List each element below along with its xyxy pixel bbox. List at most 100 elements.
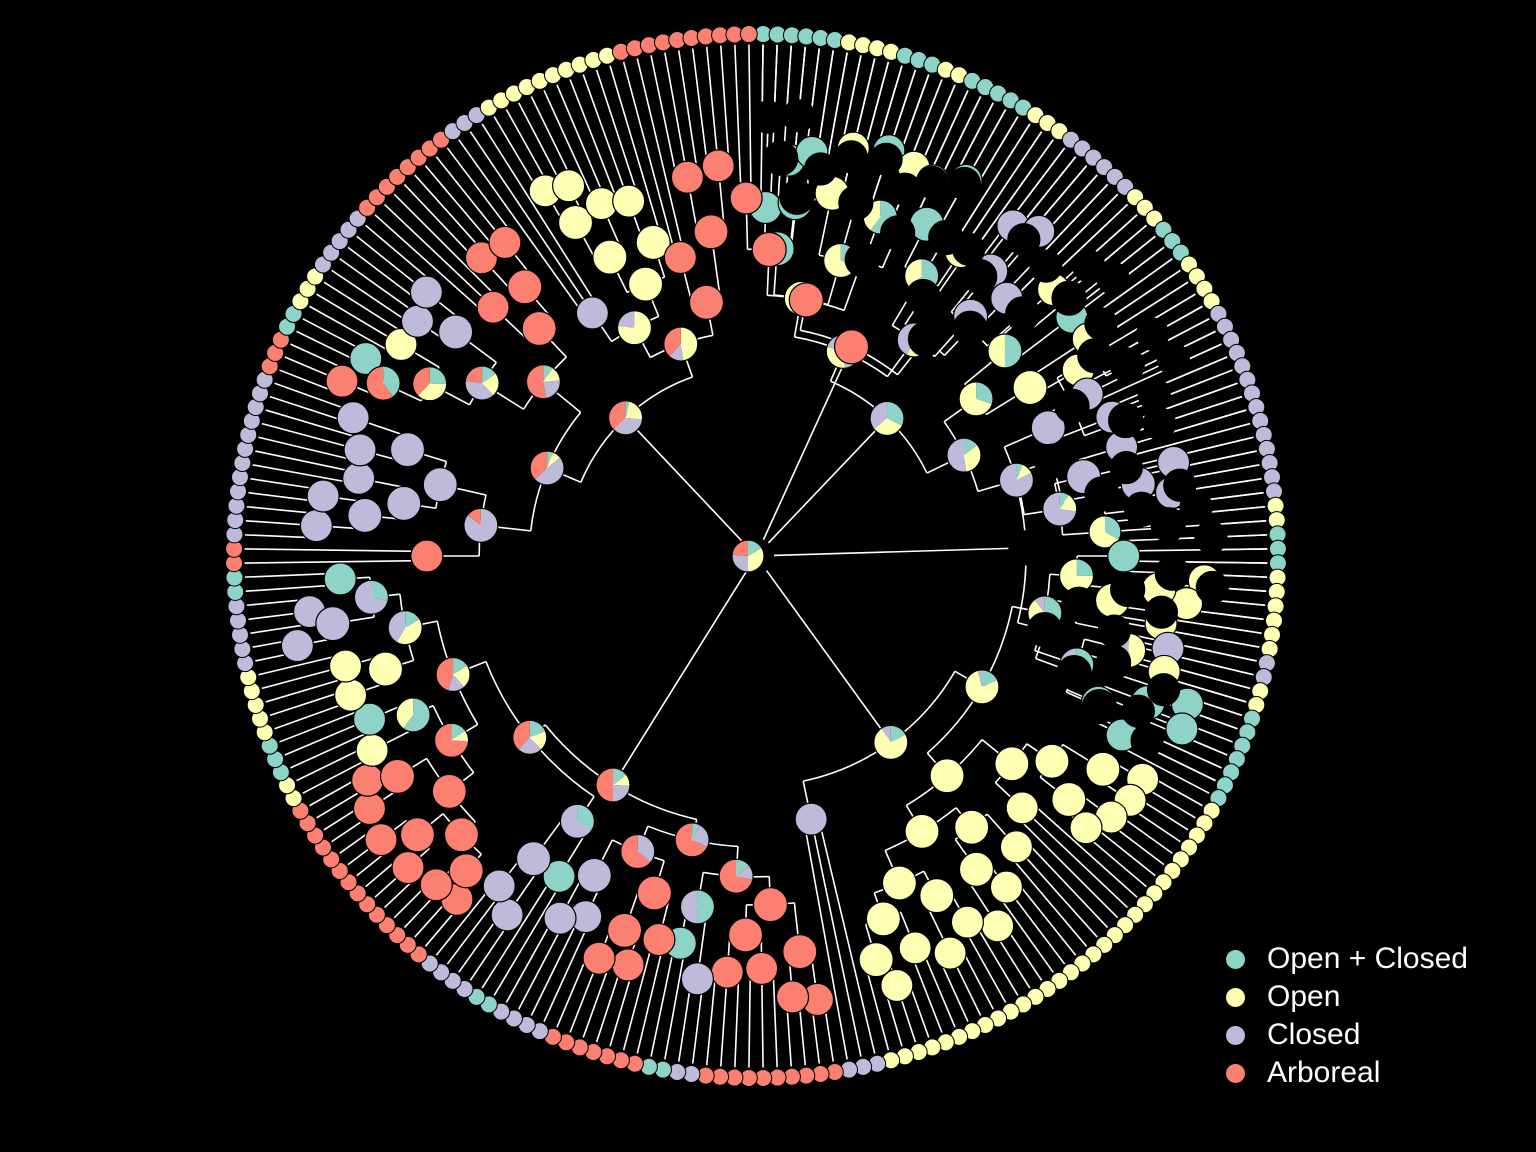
ancestral-state-pie-slice (890, 725, 906, 743)
ancestral-state-pie-slice (1156, 342, 1190, 376)
branch (252, 464, 358, 485)
ancestral-state-pie (869, 400, 905, 437)
ancestral-state-pie-slice (898, 931, 932, 965)
ancestral-state-pie-slice (592, 239, 628, 275)
branch (374, 214, 487, 316)
ancestral-state-pie-slice (429, 366, 447, 384)
ancestral-state-pie (336, 401, 370, 435)
ancestral-state-pie-outline (529, 450, 565, 486)
ancestral-state-pie (905, 278, 941, 315)
ancestral-state-pie-slice (1144, 595, 1178, 629)
ancestral-state-pie (964, 669, 1000, 705)
ancestral-state-pie (752, 887, 789, 923)
ancestral-state-pie-slice (391, 850, 425, 885)
ancestral-state-pie (898, 931, 932, 965)
ancestral-state-pie (1150, 507, 1186, 543)
ancestral-state-pie-slice (351, 763, 385, 797)
ancestral-state-pie-outline (607, 400, 644, 436)
ancestral-state-pie (386, 485, 422, 522)
branch (719, 45, 730, 166)
root-state-pie-slice (732, 540, 748, 556)
ancestral-state-pie-slice (543, 364, 553, 382)
ancestral-state-pie-slice (950, 905, 984, 939)
ancestral-state-pie (365, 365, 401, 401)
ancestral-state-pie-slice (1165, 712, 1199, 746)
ancestral-state-pie (582, 941, 616, 975)
ancestral-state-pie-slice (794, 802, 828, 836)
ancestral-state-pie-slice (904, 813, 940, 849)
ancestral-state-pie-slice (367, 651, 404, 687)
ancestral-state-pie (431, 773, 467, 809)
ancestral-state-pie (1136, 317, 1170, 351)
ancestral-state-pie-slice (547, 452, 561, 468)
legend-swatch-arboreal (1226, 1063, 1245, 1083)
ancestral-state-pie-slice (438, 314, 474, 350)
ancestral-state-pie (351, 763, 385, 797)
ancestral-state-pie-slice (1034, 743, 1070, 779)
branch (1053, 203, 1129, 275)
ancestral-state-pie (873, 724, 909, 760)
ancestral-state-pie (1051, 781, 1087, 818)
ancestral-state-pie-slice (680, 889, 698, 924)
ancestral-state-pie (364, 823, 398, 857)
ancestral-state-pie (1007, 223, 1041, 257)
branch (1007, 853, 1088, 947)
ancestral-state-pie-outline (435, 656, 471, 693)
ancestral-state-pie-slice (410, 539, 444, 573)
branch (938, 957, 969, 1022)
ancestral-state-pie (422, 467, 458, 503)
legend-label-arboreal: Arboreal (1267, 1056, 1381, 1089)
branch (1123, 422, 1251, 459)
ancestral-state-pie-slice (1137, 377, 1171, 411)
ancestral-state-pie (763, 140, 799, 176)
ancestral-state-pie (1109, 451, 1143, 485)
branch (765, 570, 892, 743)
ancestral-state-pie (1005, 296, 1041, 332)
ancestral-state-pie (507, 269, 543, 305)
ancestral-state-pie-slice (1008, 530, 1044, 566)
ancestral-state-pie-slice (419, 868, 453, 902)
legend-label-closed: Closed (1267, 1018, 1361, 1051)
ancestral-state-pie-slice (751, 231, 787, 268)
ancestral-state-pie (557, 204, 594, 241)
ancestral-state-pie (299, 509, 333, 543)
ancestral-state-pie (334, 678, 368, 712)
ancestral-state-pie (933, 936, 967, 970)
ancestral-state-pie (834, 140, 868, 174)
ancestral-state-pie-slice (869, 142, 903, 176)
ancestral-state-pie (1027, 612, 1063, 648)
branch (803, 820, 848, 1060)
ancestral-state-pie-slice (782, 934, 818, 970)
branch (543, 90, 598, 207)
ancestral-state-pie (400, 304, 435, 338)
ancestral-state-pie-slice (994, 746, 1030, 782)
ancestral-state-pie-slice (1085, 751, 1121, 787)
branch (1045, 193, 1119, 267)
ancestral-state-pie-slice (962, 258, 998, 295)
ancestral-state-pie-slice (1124, 491, 1160, 527)
branch (809, 48, 821, 118)
branch (1166, 677, 1247, 703)
ancestral-state-pie-slice (328, 649, 363, 683)
branch (403, 183, 479, 263)
branch (569, 79, 620, 206)
ancestral-state-pie-slice (880, 968, 914, 1003)
ancestral-state-pie-slice (306, 479, 340, 513)
ancestral-state-pie (384, 327, 418, 362)
ancestral-state-pie-slice (1034, 595, 1045, 613)
branch (290, 729, 375, 769)
ancestral-state-pie-slice (1130, 723, 1164, 758)
ancestral-state-pie-slice (736, 865, 754, 880)
branch (279, 707, 366, 743)
ancestral-state-pie-slice (1084, 307, 1118, 341)
ancestral-state-pie-slice (400, 304, 435, 338)
ancestral-state-pie-slice (512, 720, 530, 750)
ancestral-state-pie-slice (595, 768, 613, 803)
ancestral-state-pie-slice (1110, 571, 1146, 607)
ancestral-state-pie (1130, 723, 1164, 758)
ancestral-state-pie (575, 296, 609, 330)
ancestral-state-pie (844, 242, 880, 278)
tree-branches (0, 0, 1268, 1068)
branch (435, 881, 496, 956)
ancestral-state-pie-slice (833, 329, 870, 365)
